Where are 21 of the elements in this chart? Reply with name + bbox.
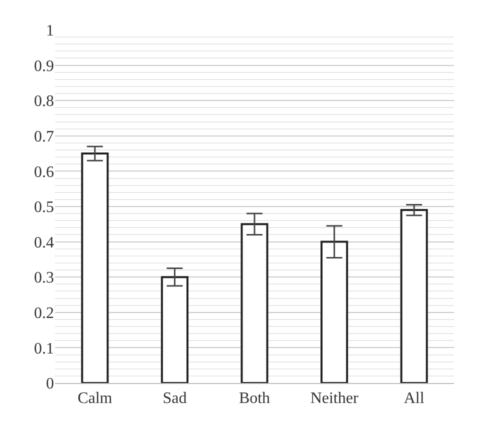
- bar: [240, 223, 268, 383]
- y-tick-label: 0.4: [34, 234, 54, 252]
- bar: [81, 152, 109, 383]
- bar: [320, 240, 348, 383]
- y-tick-label: 0.7: [34, 128, 54, 146]
- y-tick-label: 0.8: [34, 93, 54, 110]
- y-tick-label: 0.9: [34, 58, 54, 75]
- x-tick-label: Neither: [310, 390, 359, 408]
- y-tick-label: 1: [46, 22, 54, 40]
- x-tick-label: All: [404, 390, 425, 408]
- bar: [400, 209, 428, 383]
- y-tick-label: 0.6: [34, 164, 54, 181]
- x-tick-label: Calm: [78, 390, 113, 408]
- y-tick-label: 0.3: [34, 270, 54, 287]
- y-tick-label: 0.5: [34, 199, 54, 216]
- y-tick-label: 0: [46, 376, 54, 393]
- x-tick-label: Sad: [162, 390, 187, 408]
- x-tick-label: Both: [238, 390, 270, 408]
- y-tick-label: 0.2: [34, 305, 54, 322]
- bar: [160, 276, 188, 383]
- y-tick-label: 0.1: [34, 340, 54, 358]
